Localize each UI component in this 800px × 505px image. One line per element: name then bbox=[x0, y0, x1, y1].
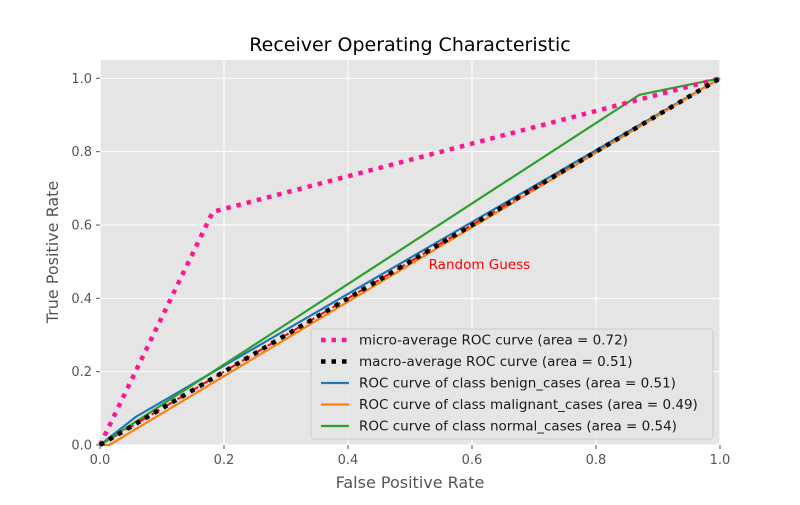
x-tick-label: 0.4 bbox=[338, 453, 359, 468]
y-tick-label: 0.6 bbox=[71, 219, 92, 234]
legend-label-3: ROC curve of class malignant_cases (area… bbox=[359, 397, 698, 413]
x-tick-label: 0.8 bbox=[586, 453, 607, 468]
legend-label-1: macro-average ROC curve (area = 0.51) bbox=[359, 354, 632, 370]
x-tick-label: 1.0 bbox=[710, 453, 731, 468]
tick-labels: 0.0 0.2 0.4 0.6 0.8 1.0 0.0 0.2 0.4 0.6 0.8 1.0 bbox=[71, 72, 730, 468]
x-tick-label: 0.6 bbox=[462, 453, 483, 468]
chart-title: Receiver Operating Characteristic bbox=[249, 34, 570, 56]
grid-lines bbox=[99, 60, 721, 446]
legend: micro-average ROC curve (area = 0.72) mac… bbox=[310, 328, 714, 440]
x-tick-label: 0.0 bbox=[90, 453, 111, 468]
x-axis-label: False Positive Rate bbox=[336, 473, 485, 492]
y-tick-label: 0.0 bbox=[71, 439, 92, 454]
series-lines bbox=[97, 76, 722, 447]
y-axis-label: True Positive Rate bbox=[43, 181, 62, 325]
y-tick-label: 0.4 bbox=[71, 292, 92, 307]
annotation-random-guess: Random Guess bbox=[429, 257, 531, 273]
x-tick-label: 0.2 bbox=[214, 453, 235, 468]
y-tick-label: 0.2 bbox=[71, 365, 92, 380]
legend-label-4: ROC curve of class normal_cases (area = … bbox=[359, 419, 677, 435]
series-line-0 bbox=[97, 76, 721, 446]
y-tick-label: 0.8 bbox=[71, 145, 92, 160]
legend-box bbox=[310, 328, 714, 440]
legend-label-0: micro-average ROC curve (area = 0.72) bbox=[359, 333, 628, 349]
y-tick-label: 1.0 bbox=[71, 72, 92, 87]
legend-label-2: ROC curve of class benign_cases (area = … bbox=[359, 376, 676, 392]
series-line-1 bbox=[98, 76, 722, 447]
